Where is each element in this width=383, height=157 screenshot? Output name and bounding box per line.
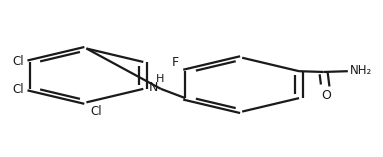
Text: O: O (321, 89, 331, 102)
Text: F: F (172, 56, 178, 69)
Text: NH₂: NH₂ (350, 64, 372, 77)
Text: H: H (156, 74, 164, 84)
Text: Cl: Cl (90, 106, 102, 118)
Text: Cl: Cl (12, 55, 24, 68)
Text: Cl: Cl (12, 83, 24, 96)
Text: N: N (149, 81, 158, 94)
